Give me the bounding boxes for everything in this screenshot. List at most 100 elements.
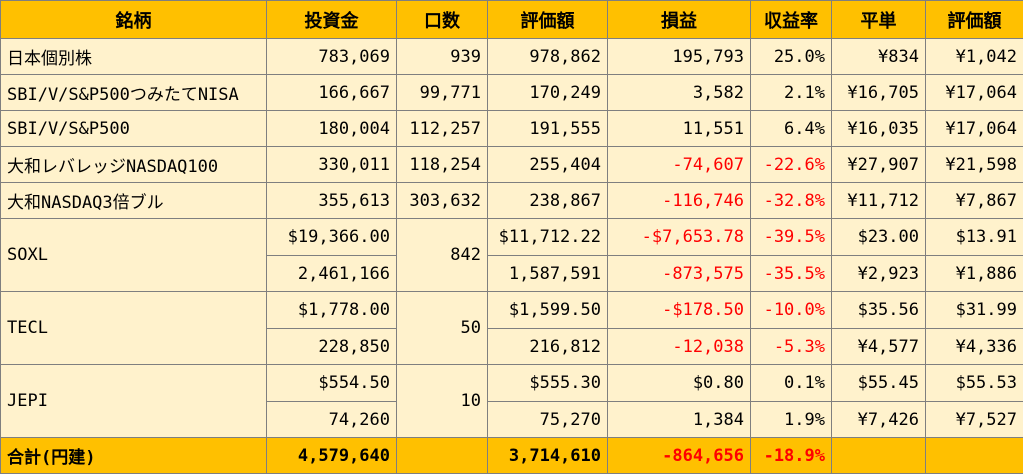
row-units: 99,771 bbox=[396, 74, 488, 111]
row-average-price: ¥11,712 bbox=[831, 182, 926, 219]
row-return-rate: -32.8% bbox=[750, 182, 832, 219]
total-return-rate: -18.9% bbox=[750, 437, 832, 474]
row-investment: 330,011 bbox=[266, 146, 397, 183]
row-profit-loss-usd: -$178.50 bbox=[607, 291, 751, 329]
row-units: 50 bbox=[396, 291, 488, 365]
row-return-rate-jpy: 1.9% bbox=[750, 401, 832, 438]
row-return-rate: 2.1% bbox=[750, 74, 832, 111]
row-investment-jpy: 228,850 bbox=[266, 328, 397, 365]
header-valuation: 評価額 bbox=[487, 0, 608, 39]
row-average-price-jpy: ¥2,923 bbox=[831, 255, 926, 292]
table-row: 大和NASDAQ3倍ブル 355,613 303,632 238,867 -11… bbox=[0, 182, 1023, 219]
row-average-price: ¥834 bbox=[831, 38, 926, 75]
row-average-price-jpy: ¥7,426 bbox=[831, 401, 926, 438]
row-unit-valuation-jpy: ¥7,527 bbox=[925, 401, 1023, 438]
row-unit-valuation: ¥1,042 bbox=[925, 38, 1023, 75]
row-return-rate: -22.6% bbox=[750, 146, 832, 183]
total-average-empty bbox=[831, 437, 926, 474]
header-unit-valuation: 評価額 bbox=[925, 0, 1023, 39]
total-valuation: 3,714,610 bbox=[487, 437, 608, 474]
row-return-rate-usd: 0.1% bbox=[750, 364, 832, 402]
row-average-price-usd: $35.56 bbox=[831, 291, 926, 329]
row-valuation: 191,555 bbox=[487, 110, 608, 147]
row-average-price: ¥27,907 bbox=[831, 146, 926, 183]
row-units: 118,254 bbox=[396, 146, 488, 183]
row-investment: 180,004 bbox=[266, 110, 397, 147]
row-units: 10 bbox=[396, 364, 488, 438]
row-profit-loss: 195,793 bbox=[607, 38, 751, 75]
row-name: SOXL bbox=[0, 218, 267, 292]
total-units-empty bbox=[396, 437, 488, 474]
row-return-rate-jpy: -35.5% bbox=[750, 255, 832, 292]
total-label: 合計(円建) bbox=[0, 437, 267, 474]
row-return-rate-usd: -10.0% bbox=[750, 291, 832, 329]
row-investment: 355,613 bbox=[266, 182, 397, 219]
row-units: 842 bbox=[396, 218, 488, 292]
row-average-price-usd: $23.00 bbox=[831, 218, 926, 256]
row-name: SBI/V/S&P500 bbox=[0, 110, 267, 147]
table-row: TECL $1,778.00 50 $1,599.50 -$178.50 -10… bbox=[0, 291, 1023, 365]
row-units: 303,632 bbox=[396, 182, 488, 219]
table-row: SOXL $19,366.00 842 $11,712.22 -$7,653.7… bbox=[0, 218, 1023, 292]
row-valuation-usd: $555.30 bbox=[487, 364, 608, 402]
row-unit-valuation-usd: $55.53 bbox=[925, 364, 1023, 402]
row-valuation-usd: $11,712.22 bbox=[487, 218, 608, 256]
row-profit-loss-usd: $0.80 bbox=[607, 364, 751, 402]
total-profit-loss: -864,656 bbox=[607, 437, 751, 474]
row-valuation: 238,867 bbox=[487, 182, 608, 219]
row-valuation: 978,862 bbox=[487, 38, 608, 75]
table-row: 日本個別株 783,069 939 978,862 195,793 25.0% … bbox=[0, 38, 1023, 75]
table-row: SBI/V/S&P500つみたてNISA 166,667 99,771 170,… bbox=[0, 74, 1023, 111]
row-investment-usd: $554.50 bbox=[266, 364, 397, 402]
total-row: 合計(円建) 4,579,640 3,714,610 -864,656 -18.… bbox=[0, 437, 1023, 474]
row-name: 大和NASDAQ3倍ブル bbox=[0, 182, 267, 219]
table-row: JEPI $554.50 10 $555.30 $0.80 0.1% $55.4… bbox=[0, 364, 1023, 438]
total-investment: 4,579,640 bbox=[266, 437, 397, 474]
table-row: 大和レバレッジNASDAQ100 330,011 118,254 255,404… bbox=[0, 146, 1023, 183]
row-valuation-usd: $1,599.50 bbox=[487, 291, 608, 329]
row-unit-valuation-jpy: ¥4,336 bbox=[925, 328, 1023, 365]
row-unit-valuation: ¥21,598 bbox=[925, 146, 1023, 183]
row-unit-valuation-jpy: ¥1,886 bbox=[925, 255, 1023, 292]
row-average-price: ¥16,035 bbox=[831, 110, 926, 147]
header-return-rate: 収益率 bbox=[750, 0, 832, 39]
row-return-rate-jpy: -5.3% bbox=[750, 328, 832, 365]
row-profit-loss: -74,607 bbox=[607, 146, 751, 183]
row-unit-valuation-usd: $31.99 bbox=[925, 291, 1023, 329]
row-name: 日本個別株 bbox=[0, 38, 267, 75]
row-profit-loss-jpy: -873,575 bbox=[607, 255, 751, 292]
row-profit-loss-jpy: -12,038 bbox=[607, 328, 751, 365]
row-unit-valuation: ¥17,064 bbox=[925, 110, 1023, 147]
row-units: 112,257 bbox=[396, 110, 488, 147]
row-investment-jpy: 2,461,166 bbox=[266, 255, 397, 292]
row-unit-valuation-usd: $13.91 bbox=[925, 218, 1023, 256]
row-name: JEPI bbox=[0, 364, 267, 438]
row-profit-loss: -116,746 bbox=[607, 182, 751, 219]
row-investment-jpy: 74,260 bbox=[266, 401, 397, 438]
row-valuation-jpy: 75,270 bbox=[487, 401, 608, 438]
header-average-price: 平単 bbox=[831, 0, 926, 39]
row-investment: 783,069 bbox=[266, 38, 397, 75]
row-investment-usd: $1,778.00 bbox=[266, 291, 397, 329]
total-unit-valuation-empty bbox=[925, 437, 1023, 474]
header-row: 銘柄 投資金 口数 評価額 損益 収益率 平単 評価額 bbox=[0, 0, 1023, 39]
row-return-rate-usd: -39.5% bbox=[750, 218, 832, 256]
row-average-price-jpy: ¥4,577 bbox=[831, 328, 926, 365]
row-valuation-jpy: 1,587,591 bbox=[487, 255, 608, 292]
table-row: SBI/V/S&P500 180,004 112,257 191,555 11,… bbox=[0, 110, 1023, 147]
header-investment: 投資金 bbox=[266, 0, 397, 39]
row-profit-loss: 3,582 bbox=[607, 74, 751, 111]
row-unit-valuation: ¥7,867 bbox=[925, 182, 1023, 219]
row-unit-valuation: ¥17,064 bbox=[925, 74, 1023, 111]
row-return-rate: 6.4% bbox=[750, 110, 832, 147]
row-average-price-usd: $55.45 bbox=[831, 364, 926, 402]
table-row: 228,850 216,812 -12,038 -5.3% ¥4,577 ¥4,… bbox=[1, 328, 1023, 365]
row-valuation-jpy: 216,812 bbox=[487, 328, 608, 365]
row-average-price: ¥16,705 bbox=[831, 74, 926, 111]
row-return-rate: 25.0% bbox=[750, 38, 832, 75]
header-name: 銘柄 bbox=[0, 0, 267, 39]
row-profit-loss-usd: -$7,653.78 bbox=[607, 218, 751, 256]
row-name: TECL bbox=[0, 291, 267, 365]
row-valuation: 170,249 bbox=[487, 74, 608, 111]
